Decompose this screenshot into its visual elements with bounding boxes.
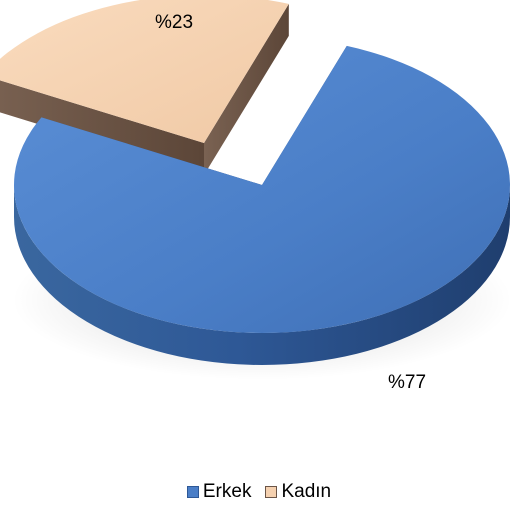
legend-item-kadin: Kadın — [265, 481, 331, 503]
pie-slice-erkek — [13, 45, 510, 365]
pie-slice-1-cut-side-1 — [204, 3, 289, 176]
legend-label-kadin: Kadın — [281, 481, 332, 502]
legend-swatch-kadin — [265, 486, 278, 498]
pie-slice-0-top — [13, 45, 510, 333]
pie-slice-1-top — [0, 0, 289, 143]
slices-layer — [0, 0, 510, 365]
legend: Erkek Kadın — [0, 481, 518, 503]
pie-slice-0-side — [14, 185, 510, 365]
pie-slice-kadin — [0, 0, 289, 176]
pie-slice-1-cut-side-0 — [0, 80, 204, 175]
labels-layer: %77 %23 — [155, 12, 426, 393]
legend-label-erkek: Erkek — [202, 481, 252, 502]
legend-item-erkek: Erkek — [186, 481, 252, 503]
data-label-kadin: %23 — [155, 12, 193, 33]
legend-swatch-erkek — [186, 486, 199, 498]
data-label-erkek: %77 — [388, 372, 426, 393]
